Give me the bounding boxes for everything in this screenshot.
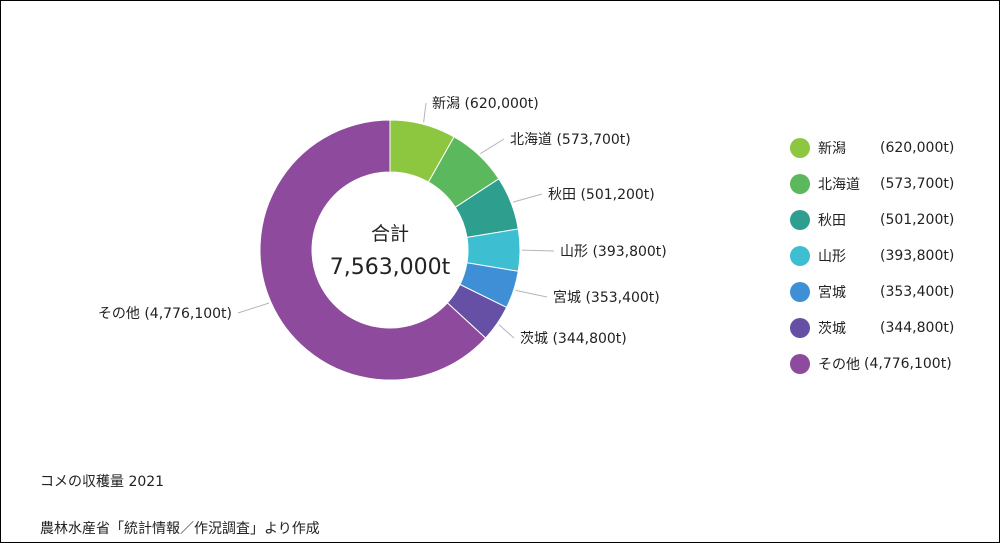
leader-line xyxy=(521,249,555,252)
legend-swatch xyxy=(790,210,810,230)
slice-label: 宮城 (353,400t) xyxy=(553,290,660,306)
legend-name: 茨城 xyxy=(818,321,846,337)
slice-label: 茨城 (344,800t) xyxy=(520,331,627,347)
center-total: 7,563,000t xyxy=(330,255,451,280)
chart-caption-title: コメの収穫量 2021 xyxy=(40,474,165,490)
legend-item: 宮城 (353,400t) xyxy=(790,274,990,310)
legend-swatch xyxy=(790,318,810,338)
slice-label: 山形 (393,800t) xyxy=(560,244,667,260)
legend-swatch xyxy=(790,282,810,302)
legend-item: 山形 (393,800t) xyxy=(790,238,990,274)
slice-label: その他 (4,776,100t) xyxy=(98,306,232,322)
leader-line xyxy=(498,324,515,339)
slice-labels: 新潟 (620,000t) 北海道 (573,700t) 秋田 (501,200t)… xyxy=(98,96,667,347)
legend-value: (4,776,100t) xyxy=(864,356,952,372)
legend-name: その他 xyxy=(818,357,860,373)
legend-swatch xyxy=(790,354,810,374)
legend-swatch xyxy=(790,174,810,194)
legend-name: 北海道 xyxy=(818,177,860,193)
leader-line xyxy=(480,138,505,155)
legend-value: (353,400t) xyxy=(880,284,955,300)
legend-name: 宮城 xyxy=(818,285,846,301)
slice-label: 北海道 (573,700t) xyxy=(510,132,631,148)
legend-item: 北海道 (573,700t) xyxy=(790,166,990,202)
donut-slice xyxy=(259,119,487,381)
legend-value: (393,800t) xyxy=(880,248,955,264)
legend-name: 新潟 xyxy=(818,141,846,157)
slice-label: 新潟 (620,000t) xyxy=(432,96,539,112)
leader-line xyxy=(237,302,270,314)
chart-caption-source: 農林水産省「統計情報／作況調査」より作成 xyxy=(40,521,320,537)
donut-slices xyxy=(259,119,521,381)
slice-leader-lines xyxy=(237,102,555,339)
slice-label: 秋田 (501,200t) xyxy=(548,187,655,203)
legend-item: その他 (4,776,100t) xyxy=(790,346,990,382)
legend-item: 茨城 (344,800t) xyxy=(790,310,990,346)
legend-swatch xyxy=(790,138,810,158)
legend-swatch xyxy=(790,246,810,266)
legend-value: (620,000t) xyxy=(880,140,955,156)
leader-line xyxy=(515,289,548,298)
legend-value: (501,200t) xyxy=(880,212,955,228)
leader-line xyxy=(512,193,543,203)
legend-name: 山形 xyxy=(818,249,846,265)
legend-item: 秋田 (501,200t) xyxy=(790,202,990,238)
legend-value: (573,700t) xyxy=(880,176,955,192)
chart-legend: 新潟 (620,000t) 北海道 (573,700t) 秋田 (501,200t) 山形 (… xyxy=(790,130,990,382)
legend-item: 新潟 (620,000t) xyxy=(790,130,990,166)
legend-name: 秋田 xyxy=(818,213,846,229)
leader-line xyxy=(423,102,427,123)
legend-value: (344,800t) xyxy=(880,320,955,336)
center-label: 合計 xyxy=(371,223,409,245)
